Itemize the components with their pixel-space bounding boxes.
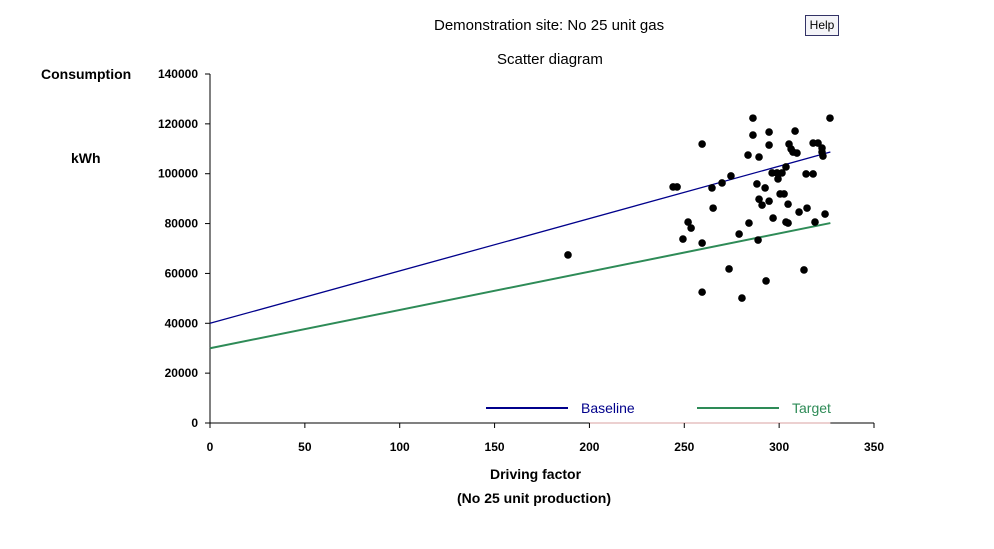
data-point xyxy=(778,169,786,177)
data-point xyxy=(769,214,777,222)
x-tick-label: 50 xyxy=(298,440,312,454)
data-point xyxy=(795,208,803,216)
data-point xyxy=(826,114,834,122)
data-point xyxy=(745,219,753,227)
data-point xyxy=(738,294,746,302)
legend-label-target: Target xyxy=(792,400,831,416)
data-point xyxy=(765,128,773,136)
data-point xyxy=(784,200,792,208)
data-point xyxy=(727,172,735,180)
x-tick-label: 0 xyxy=(207,440,214,454)
data-point xyxy=(718,179,726,187)
x-tick-label: 300 xyxy=(769,440,789,454)
page-title: Demonstration site: No 25 unit gas xyxy=(434,17,665,34)
data-point xyxy=(780,190,788,198)
data-point xyxy=(673,183,681,191)
data-point xyxy=(564,251,572,259)
data-point xyxy=(735,230,743,238)
data-point xyxy=(761,184,769,192)
data-point xyxy=(784,219,792,227)
data-point xyxy=(755,195,763,203)
data-point xyxy=(791,127,799,135)
data-point xyxy=(758,201,766,209)
y-tick-label: 100000 xyxy=(158,167,198,181)
data-point xyxy=(819,152,827,160)
chart-title: Scatter diagram xyxy=(497,51,603,68)
series-line-baseline xyxy=(209,151,831,324)
y-tick-label: 40000 xyxy=(165,316,199,330)
data-point xyxy=(679,235,687,243)
data-point xyxy=(725,265,733,273)
data-point xyxy=(698,140,706,148)
data-point xyxy=(800,266,808,274)
data-point xyxy=(821,210,829,218)
data-point xyxy=(774,175,782,183)
data-point xyxy=(762,277,770,285)
y-tick-label: 20000 xyxy=(165,366,199,380)
y-axis-label: Consumption xyxy=(41,66,132,82)
data-point xyxy=(811,218,819,226)
data-point xyxy=(765,141,773,149)
data-point xyxy=(687,224,695,232)
data-point xyxy=(753,180,761,188)
data-point xyxy=(698,239,706,247)
data-point xyxy=(698,288,706,296)
y-tick-label: 80000 xyxy=(165,217,199,231)
x-tick-label: 200 xyxy=(579,440,599,454)
x-axis-label: Driving factor xyxy=(490,466,582,482)
help-button[interactable]: Help xyxy=(805,15,839,36)
x-axis-sublabel: (No 25 unit production) xyxy=(457,490,611,506)
x-tick-label: 150 xyxy=(485,440,505,454)
data-point xyxy=(708,184,716,192)
data-point xyxy=(803,204,811,212)
x-tick-label: 350 xyxy=(864,440,884,454)
legend-label-baseline: Baseline xyxy=(581,400,635,416)
y-tick-label: 140000 xyxy=(158,67,198,81)
y-axis-unit: kWh xyxy=(71,150,101,166)
data-point xyxy=(809,170,817,178)
data-point xyxy=(684,218,692,226)
data-point xyxy=(765,197,773,205)
y-tick-label: 0 xyxy=(191,416,198,430)
data-point xyxy=(749,114,757,122)
x-tick-label: 100 xyxy=(390,440,410,454)
data-point xyxy=(709,204,717,212)
data-point xyxy=(802,170,810,178)
data-point xyxy=(754,236,762,244)
x-tick-label: 250 xyxy=(674,440,694,454)
data-point xyxy=(793,149,801,157)
data-point xyxy=(755,153,763,161)
y-tick-label: 120000 xyxy=(158,117,198,131)
data-point xyxy=(782,163,790,171)
series-line-target xyxy=(209,222,831,350)
y-tick-label: 60000 xyxy=(165,266,199,280)
data-point xyxy=(749,131,757,139)
data-point xyxy=(744,151,752,159)
